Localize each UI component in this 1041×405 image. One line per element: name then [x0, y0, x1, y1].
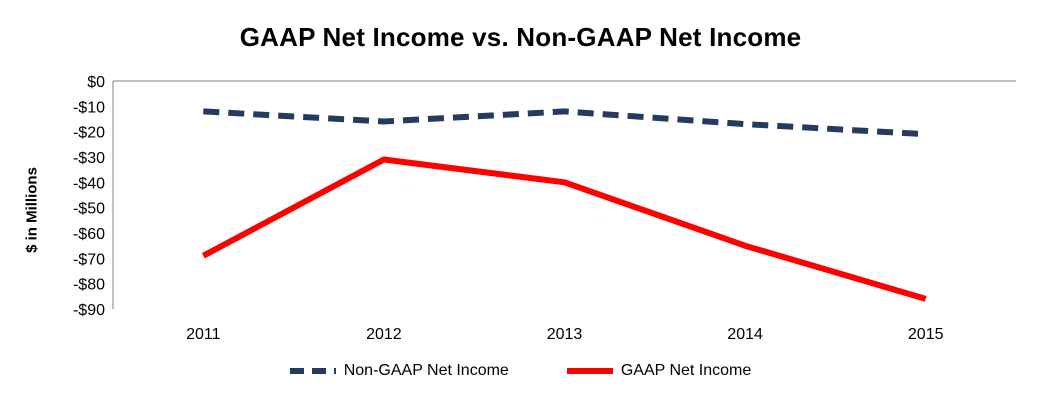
y-tick-label: $0 — [87, 74, 105, 91]
x-tick-label: 2015 — [908, 326, 944, 343]
y-tick-label: -$10 — [73, 99, 105, 116]
legend-item-gaap: GAAP Net Income — [566, 362, 752, 380]
x-tick-labels: 2011 2012 2013 2014 2015 — [186, 326, 944, 343]
y-tick-labels: $0 -$10 -$20 -$30 -$40 -$50 -$60 -$70 -$80 -$90 — [73, 74, 105, 319]
legend-label-non-gaap: Non-GAAP Net Income — [343, 362, 509, 379]
legend-swatch-gaap — [566, 368, 613, 374]
x-tick-label: 2011 — [186, 326, 221, 343]
y-tick-label: -$90 — [73, 302, 105, 319]
y-tick-label: -$70 — [73, 251, 105, 268]
chart-title: GAAP Net Income vs. Non-GAAP Net Income — [239, 22, 802, 52]
y-tick-label: -$80 — [73, 277, 105, 294]
legend-swatch-non-gaap — [289, 368, 336, 374]
legend: Non-GAAP Net Income GAAP Net Income — [0, 362, 1041, 380]
y-tick-label: -$30 — [73, 150, 105, 167]
y-tick-label: -$20 — [73, 125, 105, 142]
x-tick-label: 2014 — [727, 326, 763, 343]
x-tick-label: 2012 — [366, 326, 402, 343]
series-line-non-gaap — [203, 108, 926, 138]
y-tick-label: -$60 — [73, 226, 105, 243]
legend-item-non-gaap: Non-GAAP Net Income — [289, 362, 509, 380]
series-lines — [201, 108, 927, 302]
y-tick-label: -$50 — [73, 201, 105, 218]
y-tick-label: -$40 — [73, 175, 105, 192]
legend-label-gaap: GAAP Net Income — [620, 362, 752, 379]
axes — [112, 80, 1016, 309]
x-tick-label: 2013 — [547, 326, 583, 343]
series-line-gaap — [201, 156, 927, 302]
